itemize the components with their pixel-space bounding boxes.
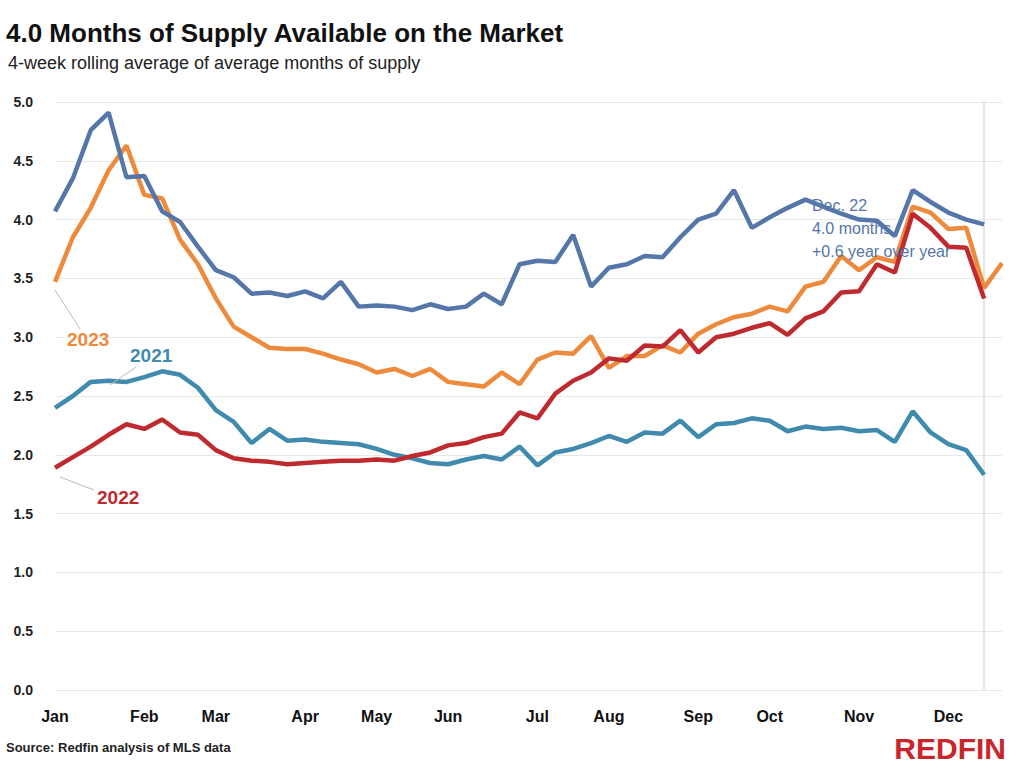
svg-text:1.0: 1.0 [14,564,34,580]
svg-text:5.0: 5.0 [14,94,34,110]
svg-text:+0.6 year over year: +0.6 year over year [812,243,951,260]
svg-text:Jun: Jun [434,708,462,725]
svg-text:REDFIN: REDFIN [894,732,1006,765]
svg-text:Sep: Sep [684,708,714,725]
svg-text:Dec: Dec [934,708,963,725]
svg-text:Jan: Jan [41,708,69,725]
svg-text:2022: 2022 [97,487,139,508]
svg-text:Oct: Oct [756,708,783,725]
svg-text:4.0: 4.0 [14,212,34,228]
svg-text:2021: 2021 [130,345,173,366]
svg-text:Apr: Apr [291,708,319,725]
svg-text:Jul: Jul [526,708,549,725]
svg-text:3.5: 3.5 [14,270,34,286]
svg-text:Mar: Mar [202,708,230,725]
svg-text:Aug: Aug [593,708,624,725]
svg-text:Feb: Feb [130,708,159,725]
svg-text:May: May [361,708,392,725]
svg-text:Nov: Nov [844,708,874,725]
svg-text:4.0 months: 4.0 months [812,220,891,237]
svg-text:Source: Redfin analysis of MLS: Source: Redfin analysis of MLS data [6,740,231,755]
svg-text:4.0 Months of Supply Available: 4.0 Months of Supply Available on the Ma… [6,18,564,48]
svg-text:2.0: 2.0 [14,447,34,463]
svg-text:1.5: 1.5 [14,506,34,522]
svg-text:4.5: 4.5 [14,153,34,169]
svg-text:Dec. 22: Dec. 22 [812,197,867,214]
svg-text:0.0: 0.0 [14,682,34,698]
svg-text:2023: 2023 [67,329,109,350]
svg-text:2.5: 2.5 [14,388,34,404]
svg-text:4-week rolling average of aver: 4-week rolling average of average months… [8,53,420,73]
svg-text:3.0: 3.0 [14,329,34,345]
svg-text:0.5: 0.5 [14,623,34,639]
